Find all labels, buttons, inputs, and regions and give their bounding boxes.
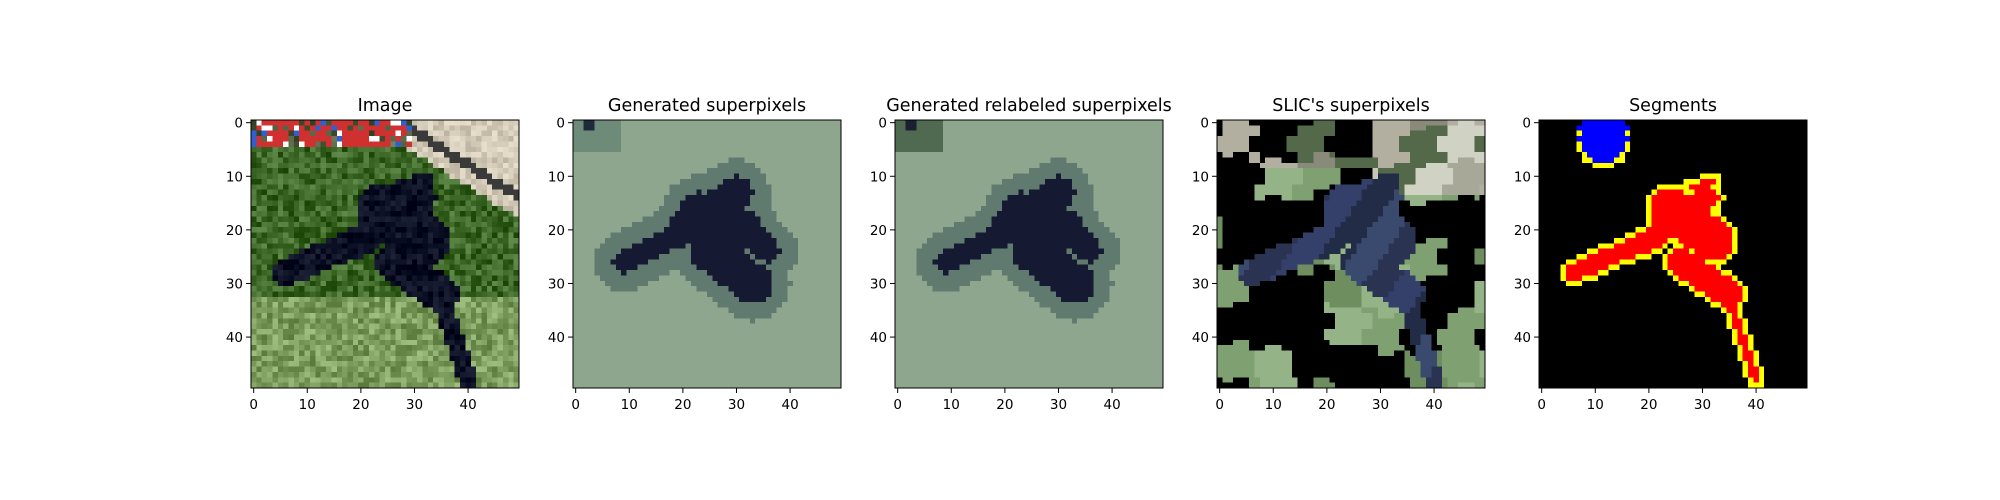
y-tick-label: 30 <box>870 276 887 292</box>
y-tick-label: 20 <box>226 223 243 239</box>
image-generated-superpixels <box>573 120 842 389</box>
x-tick-label: 30 <box>406 397 423 413</box>
y-tick-label: 10 <box>1192 169 1209 185</box>
axes-frame <box>250 119 520 389</box>
x-tick-label: 30 <box>1694 397 1711 413</box>
y-tick-label: 0 <box>1522 116 1531 132</box>
y-tick-label: 40 <box>870 330 887 346</box>
image-segments <box>1539 120 1808 389</box>
x-tick-label: 10 <box>1587 397 1604 413</box>
y-tick-label: 10 <box>548 169 565 185</box>
x-tick-label: 40 <box>1747 397 1764 413</box>
y-tick-label: 10 <box>870 169 887 185</box>
panel-segments: Segments 0 10 20 30 40 0 10 20 30 40 <box>1514 96 1808 413</box>
y-tick-label: 20 <box>870 223 887 239</box>
panel-image: Image 0 10 20 30 40 0 10 20 30 40 <box>226 96 520 413</box>
panel-title: Image <box>358 96 413 116</box>
panel-title: Generated relabeled superpixels <box>886 96 1172 116</box>
axes-frame <box>1216 119 1486 389</box>
y-tick-label: 40 <box>1192 330 1209 346</box>
x-tick-label: 20 <box>1318 397 1335 413</box>
dog-on-grass-photo <box>251 120 520 389</box>
y-tick-label: 20 <box>1514 223 1531 239</box>
x-tick-label: 20 <box>352 397 369 413</box>
x-tick-label: 40 <box>1425 397 1442 413</box>
y-tick-label: 40 <box>226 330 243 346</box>
axes-frame <box>894 119 1164 389</box>
image-generated-relabeled-superpixels <box>895 120 1164 389</box>
y-tick-label: 10 <box>1514 169 1531 185</box>
y-tick-label: 30 <box>226 276 243 292</box>
x-tick-label: 0 <box>249 397 258 413</box>
x-tick-label: 30 <box>1372 397 1389 413</box>
x-tick-label: 20 <box>1640 397 1657 413</box>
y-tick-label: 40 <box>548 330 565 346</box>
x-tick-label: 40 <box>781 397 798 413</box>
x-tick-label: 10 <box>943 397 960 413</box>
x-tick-label: 10 <box>1265 397 1282 413</box>
y-tick-label: 40 <box>1514 330 1531 346</box>
y-tick-label: 0 <box>1200 116 1209 132</box>
panel-title: Segments <box>1629 96 1717 116</box>
x-tick-label: 10 <box>299 397 316 413</box>
y-tick-label: 30 <box>1514 276 1531 292</box>
x-tick-label: 20 <box>674 397 691 413</box>
x-tick-label: 40 <box>459 397 476 413</box>
panel-slic-s-superpixels: SLIC's superpixels 0 10 20 30 40 0 10 20 30 40 <box>1192 96 1486 413</box>
x-tick-label: 0 <box>893 397 902 413</box>
y-tick-label: 0 <box>234 116 243 132</box>
y-tick-label: 20 <box>548 223 565 239</box>
y-tick-label: 30 <box>548 276 565 292</box>
panel-title: SLIC's superpixels <box>1272 96 1430 116</box>
y-tick-label: 0 <box>878 116 887 132</box>
x-tick-label: 40 <box>1103 397 1120 413</box>
panel-title: Generated superpixels <box>608 96 806 116</box>
x-tick-label: 10 <box>621 397 638 413</box>
image-slic-s-superpixels <box>1217 120 1486 389</box>
x-tick-label: 0 <box>1537 397 1546 413</box>
x-tick-label: 0 <box>571 397 580 413</box>
panel-generated-superpixels: Generated superpixels 0 10 20 30 40 0 10 20 30 40 <box>548 96 842 413</box>
x-tick-label: 30 <box>1050 397 1067 413</box>
y-tick-label: 0 <box>556 116 565 132</box>
x-tick-label: 20 <box>996 397 1013 413</box>
y-tick-label: 30 <box>1192 276 1209 292</box>
y-tick-label: 10 <box>226 169 243 185</box>
y-tick-label: 20 <box>1192 223 1209 239</box>
axes-frame <box>572 119 842 389</box>
axes-frame <box>1538 119 1808 389</box>
x-tick-label: 0 <box>1215 397 1224 413</box>
x-tick-label: 30 <box>728 397 745 413</box>
